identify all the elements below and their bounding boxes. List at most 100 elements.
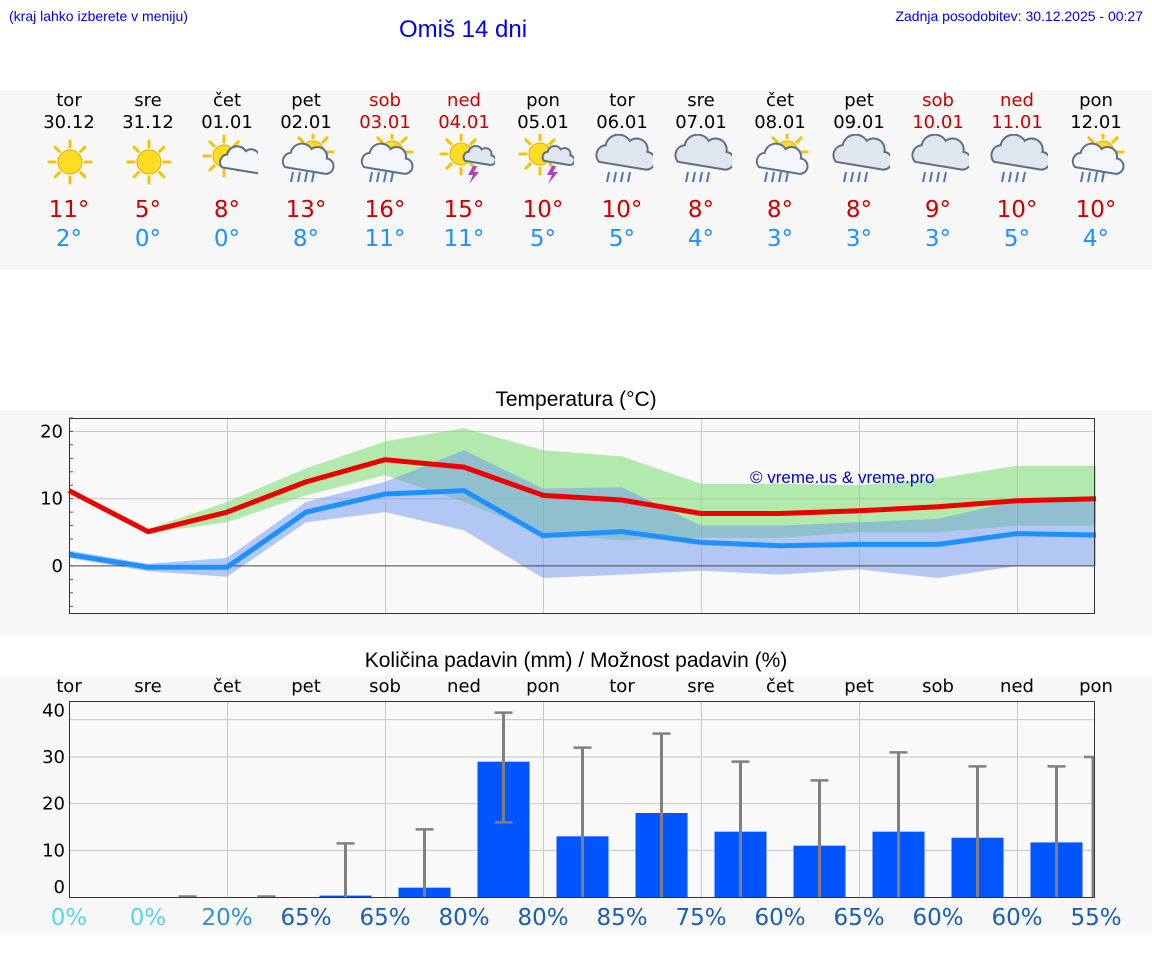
sunny-icon — [126, 139, 171, 185]
precip-chance: 0% — [129, 905, 167, 931]
day-name: tor — [609, 90, 635, 111]
precip-day-label: pet — [291, 676, 321, 697]
precip-chance: 75% — [675, 905, 727, 931]
precip-day-label: ned — [1000, 676, 1034, 697]
cloud-rain-icon — [594, 134, 653, 183]
page-title: Omiš 14 dni — [399, 16, 528, 43]
temp-min: 2° — [55, 226, 83, 252]
precip-chance: 80% — [517, 905, 569, 931]
day-date: 30.12 — [43, 112, 95, 133]
temp-max: 8° — [213, 197, 241, 223]
day-name: sre — [134, 90, 162, 111]
temp-max: 13° — [285, 197, 327, 223]
day-name: sob — [369, 90, 401, 111]
precip-chance: 0% — [50, 905, 88, 931]
day-name: pon — [1079, 90, 1113, 111]
temp-max: 8° — [687, 197, 715, 223]
temp-max: 9° — [924, 197, 952, 223]
y-tick-label: 20 — [42, 794, 65, 815]
temp-max: 11° — [48, 197, 90, 223]
precip-day-label: pet — [844, 676, 874, 697]
day-date: 09.01 — [833, 112, 885, 133]
temp-max: 5° — [134, 197, 162, 223]
temp-min: 4° — [687, 226, 715, 252]
y-tick-label: 20 — [40, 421, 63, 442]
temp-min: 5° — [608, 226, 636, 252]
precip-chance: 65% — [833, 905, 885, 931]
day-name: čet — [212, 90, 242, 111]
day-date: 02.01 — [280, 112, 332, 133]
precip-chance: 60% — [754, 905, 806, 931]
day-forecast: pon 12.01 10° 4° — [1057, 90, 1136, 260]
precip-chance: 85% — [596, 905, 648, 931]
day-date: 12.01 — [1070, 112, 1122, 133]
sun-cloud-rain-icon — [1071, 134, 1125, 183]
temp-min: 11° — [443, 226, 485, 252]
day-forecast: pet 02.01 13° 8° — [267, 90, 346, 260]
location-hint: (kraj lahko izberete v meniju) — [9, 8, 188, 24]
temp-min: 8° — [292, 226, 320, 252]
precip-chance: 55% — [1070, 905, 1122, 931]
sun-cloud-rain-icon — [360, 134, 414, 183]
temp-min: 0° — [213, 226, 241, 252]
precip-chance: 20% — [201, 905, 253, 931]
temp-max: 16° — [364, 197, 406, 223]
temperature-chart-title: Temperatura (°C) — [495, 388, 657, 411]
day-date: 06.01 — [596, 112, 648, 133]
day-forecast: tor 06.01 10° 5° — [583, 90, 662, 260]
precip-chance: 65% — [280, 905, 332, 931]
precip-day-label: tor — [609, 676, 635, 697]
y-tick-label: 0 — [54, 877, 65, 898]
day-forecast: sob 10.01 9° 3° — [899, 90, 978, 260]
cloud-rain-icon — [989, 134, 1048, 183]
day-date: 01.01 — [201, 112, 253, 133]
precip-day-label: ned — [447, 676, 481, 697]
precip-day-label: pon — [1079, 676, 1113, 697]
day-forecast: pet 09.01 8° 3° — [820, 90, 899, 260]
day-name: ned — [447, 90, 481, 111]
day-date: 07.01 — [675, 112, 727, 133]
day-date: 05.01 — [517, 112, 569, 133]
max-temp-line — [67, 457, 1097, 535]
y-tick-label: 0 — [52, 556, 63, 577]
temp-min: 3° — [766, 226, 794, 252]
y-tick-label: 40 — [42, 700, 65, 721]
day-forecast: ned 04.01 15° 11° — [425, 90, 504, 260]
day-name: ned — [1000, 90, 1034, 111]
temp-max: 8° — [766, 197, 794, 223]
temp-min: 11° — [364, 226, 406, 252]
day-name: pet — [291, 90, 321, 111]
y-tick-label: 10 — [42, 840, 65, 861]
precip-day-label: sob — [922, 676, 954, 697]
precip-day-label: sre — [134, 676, 162, 697]
temp-max: 10° — [1075, 197, 1117, 223]
precip-day-label: čet — [212, 676, 242, 697]
temp-max: 10° — [522, 197, 564, 223]
precip-day-label: tor — [56, 676, 82, 697]
watermark: © vreme.us & vreme.pro — [750, 468, 935, 487]
day-date: 11.01 — [991, 112, 1043, 133]
forecast-panel: tor 30.12 11° 2° sre 31.12 5° 0° čet 01.01 8° 0° pet… — [0, 90, 1152, 270]
precip-chance: 60% — [991, 905, 1043, 931]
day-name: pet — [844, 90, 874, 111]
day-name: sob — [922, 90, 954, 111]
day-date: 08.01 — [754, 112, 806, 133]
partly-cloudy-icon — [202, 134, 258, 178]
temp-max: 10° — [996, 197, 1038, 223]
sun-cloud-rain-icon — [755, 134, 809, 183]
day-name: čet — [765, 90, 795, 111]
sun-cloud-rain-icon — [281, 134, 335, 183]
day-forecast: čet 08.01 8° 3° — [741, 90, 820, 260]
temp-max: 10° — [601, 197, 643, 223]
day-date: 03.01 — [359, 112, 411, 133]
cloud-rain-icon — [910, 134, 969, 183]
temp-min: 5° — [529, 226, 557, 252]
plot-frame — [69, 418, 1095, 614]
day-name: pon — [526, 90, 560, 111]
day-forecast: ned 11.01 10° 5° — [978, 90, 1057, 260]
cloud-rain-icon — [673, 134, 732, 183]
day-forecast: sre 07.01 8° 4° — [662, 90, 741, 260]
precip-chance: 60% — [912, 905, 964, 931]
